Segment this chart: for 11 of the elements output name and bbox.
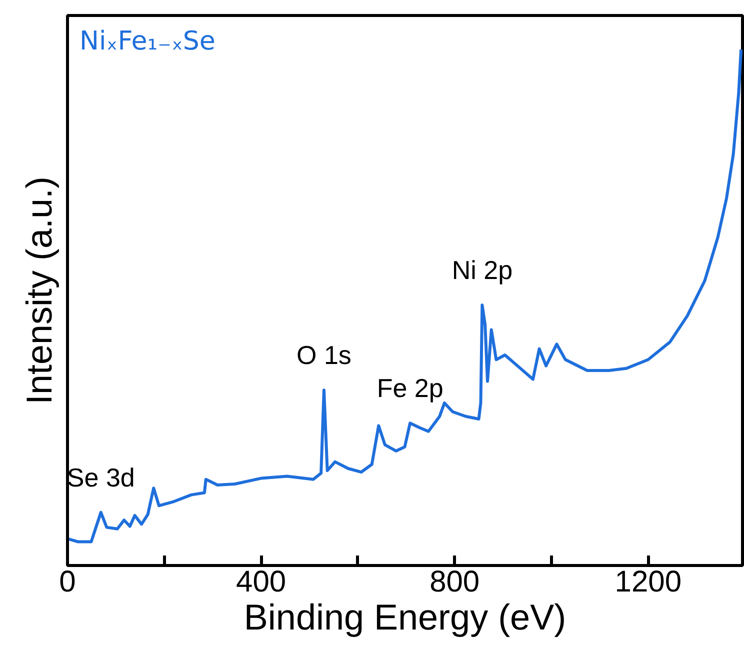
- x-tick-label: 800: [430, 566, 480, 598]
- annotation: O 1s: [296, 340, 352, 370]
- text: NiₓFe₁₋ₓSe: [80, 26, 216, 56]
- annotation: Ni 2p: [452, 254, 513, 285]
- x-tick-label: 0: [59, 566, 76, 598]
- x-tick-label: 400: [236, 566, 286, 598]
- annotation: Fe 2p: [376, 373, 444, 404]
- y-axis-title: Intensity (a.u.): [18, 176, 60, 405]
- x-tick-label: 1200: [614, 566, 682, 598]
- annotation: Se 3d: [66, 462, 135, 492]
- x-axis-title: Binding Energy (eV): [244, 596, 566, 638]
